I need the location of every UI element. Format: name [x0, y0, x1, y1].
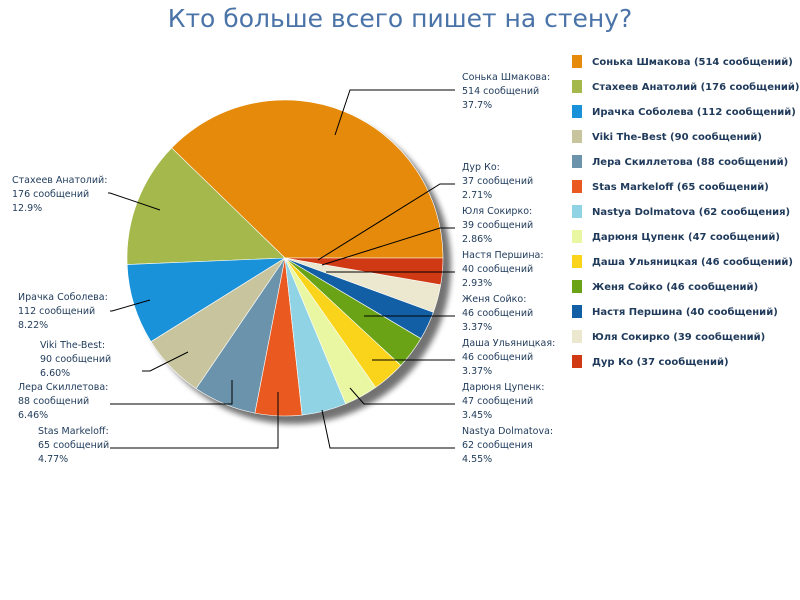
- slice-label: Лера Скиллетова: 88 сообщений 6.46%: [18, 382, 108, 421]
- slice-label-value: 37 сообщений: [462, 176, 533, 187]
- slice-label: Женя Сойко: 46 сообщений 3.37%: [462, 294, 533, 333]
- slice-label-value: 176 сообщений: [12, 189, 89, 200]
- slice-label-name: Viki The-Best:: [40, 340, 105, 351]
- slice-label-value: 39 сообщений: [462, 220, 533, 231]
- slice-label: Nastya Dolmatova: 62 сообщения 4.55%: [462, 426, 553, 465]
- slice-label-name: Настя Першина:: [462, 250, 544, 261]
- legend-label: Даша Ульяницкая (46 сообщений): [592, 256, 793, 268]
- chart-title: Кто больше всего пишет на стену?: [167, 4, 633, 33]
- legend-label: Юля Сокирко (39 сообщений): [592, 331, 765, 343]
- slice-label: Настя Першина: 40 сообщений 2.93%: [462, 250, 544, 289]
- slice-label-value: 90 сообщений: [40, 354, 111, 365]
- leader-line: [110, 392, 279, 449]
- slice-label-percent: 2.93%: [462, 278, 492, 289]
- slice-label-percent: 3.37%: [462, 322, 492, 333]
- slice-label: Юля Сокирко: 39 сообщений 2.86%: [462, 206, 533, 245]
- slice-label-percent: 3.45%: [462, 410, 492, 421]
- slice-label-value: 88 сообщений: [18, 396, 89, 407]
- legend-label: Лера Скиллетова (88 сообщений): [592, 156, 788, 168]
- slice-label-value: 46 сообщений: [462, 352, 533, 363]
- legend-label: Ирачка Соболева (112 сообщений): [592, 106, 796, 118]
- slice-label-percent: 2.71%: [462, 190, 492, 201]
- slice-label-value: 46 сообщений: [462, 308, 533, 319]
- legend-label: Nastya Dolmatova (62 сообщения): [592, 206, 790, 218]
- pie-slice: [171, 99, 444, 259]
- slice-labels: Сонька Шмакова: 514 сообщений 37.7% Стахеев…: [12, 72, 555, 465]
- legend: Сонька Шмакова (514 сообщений) Стахеев Ан…: [572, 55, 800, 368]
- slice-label-percent: 12.9%: [12, 203, 42, 214]
- leader-line: [142, 351, 189, 372]
- legend-label: Дарюня Цупенк (47 сообщений): [592, 231, 780, 243]
- legend-label: Viki The-Best (90 сообщений): [592, 131, 762, 143]
- slice-label-value: 65 сообщений: [38, 440, 109, 451]
- legend-label: Настя Першина (40 сообщений): [592, 306, 778, 318]
- legend-swatch: [572, 155, 582, 168]
- slice-label-name: Ирачка Соболева:: [18, 292, 108, 303]
- slice-label-percent: 8.22%: [18, 320, 48, 331]
- slice-label-name: Женя Сойко:: [462, 294, 526, 305]
- legend-swatch: [572, 330, 582, 343]
- legend-swatch: [572, 355, 582, 368]
- slice-label-percent: 3.37%: [462, 366, 492, 377]
- legend-label: Сонька Шмакова (514 сообщений): [592, 56, 793, 68]
- slice-label-name: Nastya Dolmatova:: [462, 426, 553, 437]
- legend-label: Stas Markeloff (65 сообщений): [592, 181, 769, 193]
- legend-swatch: [572, 180, 582, 193]
- slice-label-name: Дур Ко:: [462, 162, 500, 173]
- legend-label: Женя Сойко (46 сообщений): [592, 281, 758, 293]
- slice-label: Сонька Шмакова: 514 сообщений 37.7%: [462, 72, 550, 111]
- slice-label-percent: 6.46%: [18, 410, 48, 421]
- leader-line: [321, 227, 455, 266]
- slice-label-name: Даша Ульяницкая:: [462, 338, 555, 349]
- leader-line: [110, 299, 151, 312]
- slice-label-name: Лера Скиллетова:: [18, 382, 108, 393]
- slice-label-name: Стахеев Анатолий:: [12, 175, 107, 186]
- slice-label-name: Stas Markeloff:: [38, 426, 109, 437]
- legend-swatch: [572, 105, 582, 118]
- leader-line: [108, 192, 161, 211]
- legend-swatch: [572, 205, 582, 218]
- slice-label: Дур Ко: 37 сообщений 2.71%: [462, 162, 533, 201]
- slice-label-name: Дарюня Цупенк:: [462, 382, 544, 393]
- slice-label-percent: 4.77%: [38, 454, 68, 465]
- slice-label-value: 62 сообщения: [462, 440, 533, 451]
- legend-swatch: [572, 255, 582, 268]
- leader-line: [349, 387, 455, 405]
- leader-line: [110, 380, 233, 405]
- slice-label-percent: 6.60%: [40, 368, 70, 379]
- slice-label-name: Сонька Шмакова:: [462, 72, 550, 83]
- slice-label-value: 514 сообщений: [462, 86, 539, 97]
- pie-slice: [126, 147, 286, 265]
- legend-label: Стахеев Анатолий (176 сообщений): [592, 81, 800, 93]
- slice-label-value: 47 сообщений: [462, 396, 533, 407]
- slice-label-percent: 37.7%: [462, 100, 492, 111]
- leader-line: [321, 409, 455, 449]
- slice-label-value: 112 сообщений: [18, 306, 95, 317]
- legend-swatch: [572, 80, 582, 93]
- slice-label: Дарюня Цупенк: 47 сообщений 3.45%: [462, 382, 544, 421]
- leader-line: [334, 89, 455, 136]
- legend-swatch: [572, 305, 582, 318]
- slice-label-percent: 4.55%: [462, 454, 492, 465]
- slice-label: Стахеев Анатолий: 176 сообщений 12.9%: [12, 175, 107, 214]
- slice-label-value: 40 сообщений: [462, 264, 533, 275]
- slice-label: Ирачка Соболева: 112 сообщений 8.22%: [18, 292, 108, 331]
- pie-slices: [126, 99, 444, 417]
- slice-label: Stas Markeloff: 65 сообщений 4.77%: [38, 426, 109, 465]
- legend-label: Дур Ко (37 сообщений): [592, 356, 729, 368]
- leader-lines: [108, 89, 455, 449]
- leader-line: [317, 183, 455, 261]
- legend-swatch: [572, 280, 582, 293]
- slice-label-percent: 2.86%: [462, 234, 492, 245]
- slice-label: Viki The-Best: 90 сообщений 6.60%: [40, 340, 111, 379]
- legend-swatch: [572, 130, 582, 143]
- slice-label-name: Юля Сокирко:: [462, 206, 532, 217]
- slice-label: Даша Ульяницкая: 46 сообщений 3.37%: [462, 338, 555, 377]
- legend-swatch: [572, 230, 582, 243]
- legend-swatch: [572, 55, 582, 68]
